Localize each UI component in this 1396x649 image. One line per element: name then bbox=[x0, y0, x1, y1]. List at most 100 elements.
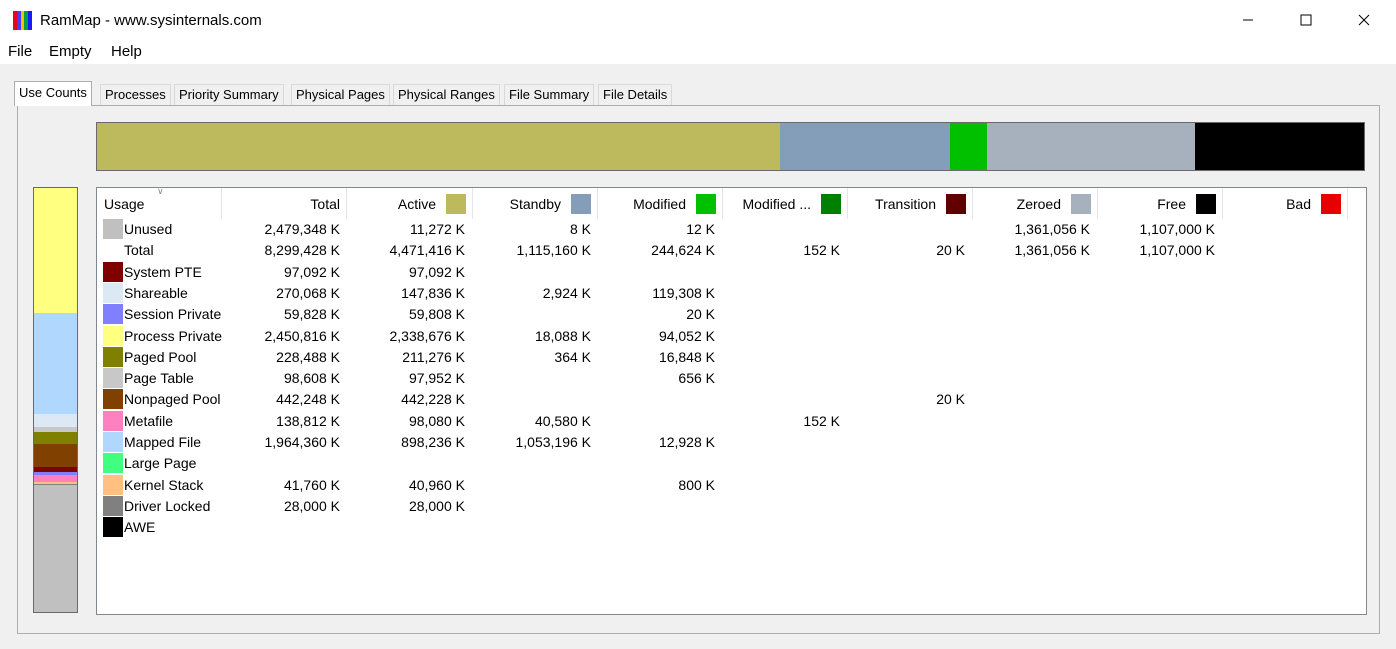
row-color-swatch bbox=[103, 282, 123, 303]
close-icon bbox=[1358, 14, 1370, 26]
summary-segment-zeroed bbox=[987, 123, 1196, 170]
tab-processes[interactable]: Processes bbox=[100, 84, 171, 105]
use-counts-table[interactable]: Usage ∨ Total Active Standby Modified Modified… bbox=[96, 186, 1367, 615]
app-icon-stripe bbox=[13, 11, 17, 30]
column-header-zeroed[interactable]: Zeroed bbox=[973, 188, 1098, 219]
row-usage-label: AWE bbox=[124, 519, 156, 536]
table-row[interactable]: Paged Pool 228,488 K 211,276 K 364 K 16,848 … bbox=[97, 346, 1366, 368]
table-row[interactable]: Mapped File 1,964,360 K 898,236 K 1,053,196… bbox=[97, 432, 1366, 453]
row-value-transition: 20 K bbox=[936, 242, 965, 259]
menu-help[interactable]: Help bbox=[111, 43, 142, 60]
table-row[interactable]: Total 8,299,428 K 4,471,416 K 1,115,160 K 24… bbox=[97, 240, 1366, 261]
row-value-active: 2,338,676 K bbox=[389, 327, 465, 344]
table-row[interactable]: System PTE 97,092 K 97,092 K bbox=[97, 261, 1366, 283]
row-value-total: 138,812 K bbox=[276, 412, 340, 429]
table-row[interactable]: Shareable 270,068 K 147,836 K 2,924 K 119,30… bbox=[97, 282, 1366, 304]
usage-segment-paged-pool bbox=[34, 432, 77, 445]
maximize-button[interactable] bbox=[1277, 0, 1335, 40]
usage-segment-driver-locked bbox=[34, 483, 77, 486]
column-header-standby[interactable]: Standby bbox=[473, 188, 598, 219]
column-header-modified[interactable]: Modified bbox=[598, 188, 723, 219]
row-usage-label: Unused bbox=[124, 221, 173, 237]
usage-segment-system-pte bbox=[34, 466, 77, 472]
row-usage-label: Metafile bbox=[124, 412, 174, 429]
tab-file-details[interactable]: File Details bbox=[598, 84, 673, 105]
row-value-total: 97,092 K bbox=[283, 263, 340, 280]
column-header-total[interactable]: Total bbox=[222, 188, 347, 219]
app-icon-stripe bbox=[28, 11, 32, 30]
tab-physical-pages[interactable]: Physical Pages bbox=[291, 84, 390, 105]
row-value-total: 8,299,428 K bbox=[264, 242, 340, 259]
column-header-modified[interactable]: Modified ... bbox=[723, 188, 848, 219]
row-color-swatch bbox=[103, 346, 123, 367]
maximize-icon bbox=[1300, 14, 1312, 26]
table-row[interactable]: Nonpaged Pool 442,248 K 442,228 K 20 K bbox=[97, 389, 1366, 410]
table-row[interactable]: Unused 2,479,348 K 11,272 K 8 K 12 K 1,361,05… bbox=[97, 219, 1366, 240]
column-header-transition[interactable]: Transition bbox=[848, 188, 973, 219]
tab-file-summary[interactable]: File Summary bbox=[504, 84, 595, 105]
row-value-modified: 12,928 K bbox=[658, 434, 715, 450]
row-usage-label: Driver Locked bbox=[124, 497, 211, 514]
table-row[interactable]: Kernel Stack 41,760 K 40,960 K 800 K bbox=[97, 474, 1366, 496]
row-color-swatch bbox=[103, 389, 123, 410]
column-header-label: Modified bbox=[633, 195, 686, 212]
row-color-swatch bbox=[103, 495, 123, 516]
row-usage-label: Page Table bbox=[124, 370, 194, 387]
row-value-standby: 40,580 K bbox=[534, 412, 591, 429]
row-value-free: 1,107,000 K bbox=[1139, 242, 1215, 259]
row-value-modified: 656 K bbox=[678, 370, 715, 387]
column-header-bad[interactable]: Bad bbox=[1223, 188, 1348, 219]
row-usage-label: Shareable bbox=[124, 284, 188, 301]
column-header-label: Total bbox=[310, 195, 340, 212]
menu-empty[interactable]: Empty bbox=[49, 43, 92, 60]
app-icon-stripe bbox=[16, 11, 21, 30]
memory-summary-bar bbox=[96, 122, 1365, 171]
usage-segment-page-table bbox=[34, 427, 77, 433]
column-header-active[interactable]: Active bbox=[347, 188, 473, 219]
summary-segment-modified bbox=[949, 123, 988, 170]
close-button[interactable] bbox=[1335, 0, 1393, 40]
row-value-active: 59,808 K bbox=[408, 306, 465, 323]
window-title: RamMap - www.sysinternals.com bbox=[40, 12, 262, 29]
table-row[interactable]: AWE bbox=[97, 517, 1366, 538]
column-header-free[interactable]: Free bbox=[1098, 188, 1223, 219]
row-value-total: 98,608 K bbox=[283, 370, 340, 387]
column-header-label: Free bbox=[1157, 195, 1186, 212]
row-color-swatch bbox=[103, 261, 123, 282]
row-color-swatch bbox=[103, 432, 123, 452]
table-row[interactable]: Driver Locked 28,000 K 28,000 K bbox=[97, 495, 1366, 517]
table-row[interactable]: Metafile 138,812 K 98,080 K 40,580 K 152 K bbox=[97, 410, 1366, 432]
row-color-swatch bbox=[103, 368, 123, 389]
row-value-active: 4,471,416 K bbox=[389, 242, 465, 259]
row-value-transition: 20 K bbox=[936, 391, 965, 408]
row-value-standby: 1,115,160 K bbox=[516, 242, 591, 259]
summary-segment-free bbox=[1195, 123, 1364, 170]
row-value-zeroed: 1,361,056 K bbox=[1014, 242, 1090, 259]
row-value-modified: 244,624 K bbox=[651, 242, 715, 259]
rammap-app-icon bbox=[13, 11, 32, 30]
row-value-standby: 18,088 K bbox=[534, 327, 591, 344]
row-value-active: 147,836 K bbox=[401, 284, 465, 301]
row-value-total: 41,760 K bbox=[283, 476, 340, 493]
tab-use-counts[interactable]: Use Counts bbox=[14, 81, 92, 106]
summary-segment-active bbox=[97, 123, 780, 170]
table-row[interactable]: Large Page bbox=[97, 453, 1366, 474]
table-row[interactable]: Page Table 98,608 K 97,952 K 656 K bbox=[97, 368, 1366, 389]
minimize-button[interactable] bbox=[1219, 0, 1277, 40]
menu-file[interactable]: File bbox=[8, 43, 33, 60]
row-usage-label: Total bbox=[124, 242, 154, 259]
tab-priority-summary[interactable]: Priority Summary bbox=[174, 84, 284, 105]
column-header-usage[interactable]: Usage ∨ bbox=[97, 186, 222, 219]
row-value-active: 442,228 K bbox=[401, 391, 465, 408]
table-row[interactable]: Session Private 59,828 K 59,808 K 20 K bbox=[97, 304, 1366, 325]
row-value-total: 1,964,360 K bbox=[264, 434, 340, 450]
table-row[interactable]: Process Private 2,450,816 K 2,338,676 K 18,… bbox=[97, 325, 1366, 347]
row-color-swatch bbox=[103, 219, 123, 239]
row-value-active: 40,960 K bbox=[408, 476, 465, 493]
tab-physical-ranges[interactable]: Physical Ranges bbox=[393, 84, 500, 105]
minimize-icon bbox=[1243, 19, 1253, 21]
column-color-swatch bbox=[1071, 193, 1091, 214]
column-color-swatch bbox=[1321, 193, 1341, 214]
row-usage-label: Nonpaged Pool bbox=[124, 391, 221, 408]
title-bar: RamMap - www.sysinternals.com bbox=[0, 0, 1396, 40]
